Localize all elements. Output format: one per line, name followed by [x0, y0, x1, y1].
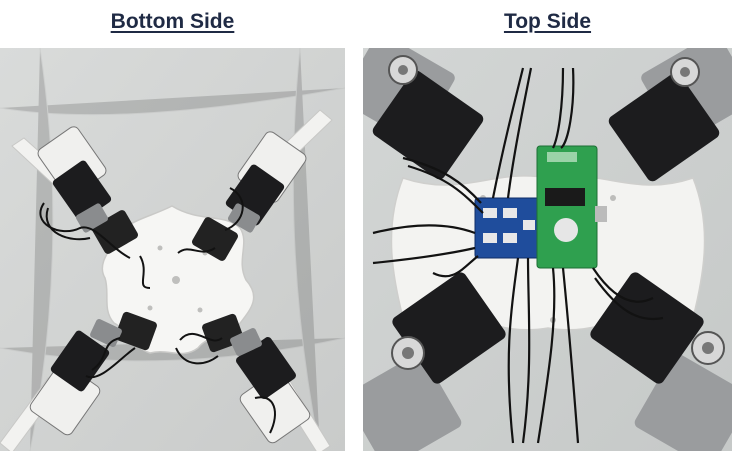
cables	[372, 67, 664, 444]
corner-servos	[363, 48, 732, 451]
bottom-side-photo	[0, 48, 345, 451]
servo-modules	[29, 126, 311, 444]
top-side-caption: Top Side	[503, 10, 592, 33]
cables	[39, 187, 276, 434]
top-side-illustration	[363, 48, 732, 451]
bottom-side-illustration	[0, 48, 345, 451]
controller-board	[536, 145, 598, 269]
bottom-side-caption: Bottom Side	[110, 10, 235, 33]
top-side-photo	[363, 48, 732, 451]
